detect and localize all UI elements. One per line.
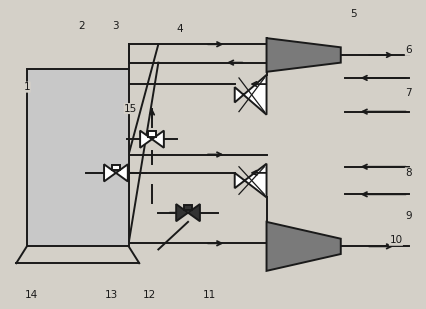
Text: 9: 9 [404,211,411,221]
Text: 4: 4 [176,24,182,34]
Text: 3: 3 [112,21,119,31]
Bar [112,165,120,170]
Polygon shape [115,164,127,181]
Text: 15: 15 [124,104,137,114]
Text: 1: 1 [23,82,30,92]
Text: 10: 10 [389,235,402,245]
Text: 13: 13 [105,290,118,300]
Text: 14: 14 [24,290,37,300]
Polygon shape [104,164,115,181]
Text: 2: 2 [78,21,85,31]
Polygon shape [266,222,340,271]
Polygon shape [234,164,266,197]
Bar [148,131,155,137]
Text: 8: 8 [404,168,411,178]
Polygon shape [187,204,199,221]
Polygon shape [234,75,266,115]
Text: 12: 12 [143,290,156,300]
Polygon shape [266,38,340,72]
Bar [184,205,191,210]
Text: 6: 6 [404,45,411,55]
Text: 11: 11 [202,290,216,300]
Polygon shape [152,131,164,148]
Bar [27,69,128,246]
Polygon shape [176,204,187,221]
Text: 7: 7 [404,88,411,98]
Text: 5: 5 [349,9,356,19]
Polygon shape [140,131,152,148]
